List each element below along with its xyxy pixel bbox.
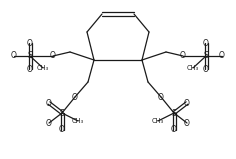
Text: CH₃: CH₃ xyxy=(152,118,164,124)
Text: O: O xyxy=(46,118,52,128)
Text: O: O xyxy=(180,52,186,61)
Text: O: O xyxy=(27,38,33,48)
Text: O: O xyxy=(203,38,209,48)
Text: O: O xyxy=(46,98,52,107)
Text: S: S xyxy=(172,108,176,118)
Text: O: O xyxy=(184,118,190,128)
Text: S: S xyxy=(28,52,32,61)
Text: O: O xyxy=(158,93,164,101)
Text: O: O xyxy=(11,52,17,61)
Text: S: S xyxy=(60,108,64,118)
Text: CH₃: CH₃ xyxy=(37,65,49,71)
Text: O: O xyxy=(50,52,56,61)
Text: O: O xyxy=(184,98,190,107)
Text: O: O xyxy=(203,65,209,73)
Text: CH₃: CH₃ xyxy=(72,118,84,124)
Text: S: S xyxy=(204,52,208,61)
Text: O: O xyxy=(219,52,225,61)
Text: O: O xyxy=(27,65,33,73)
Text: O: O xyxy=(72,93,78,101)
Text: O: O xyxy=(171,125,177,135)
Text: O: O xyxy=(59,125,65,135)
Text: CH₃: CH₃ xyxy=(187,65,199,71)
